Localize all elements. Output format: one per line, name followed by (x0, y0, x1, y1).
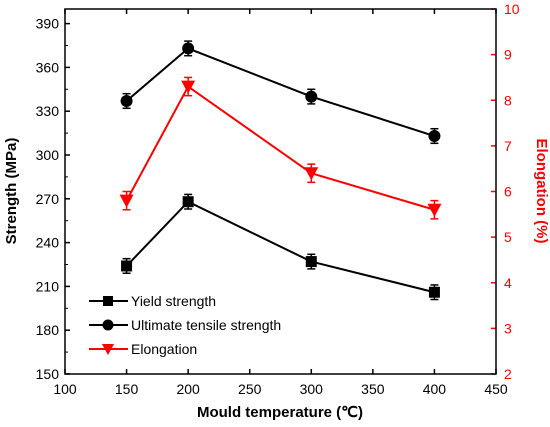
series-line-elongation (125, 85, 435, 211)
legend-label-elongation: Elongation (131, 341, 197, 357)
ticks-layer: 100 150 200 250 300 350 400 4501501802102402703… (36, 1, 520, 397)
x-tick-label: 350 (361, 381, 385, 397)
series-line-ultimate-tensile-strength (125, 47, 435, 137)
y-left-tick-label: 240 (36, 235, 60, 251)
y-left-tick-label: 330 (36, 103, 60, 119)
data-point-elongation (427, 203, 442, 217)
legend-label-yield-strength: Yield strength (131, 293, 216, 309)
y-right-axis-title: Elongation (%) (533, 139, 550, 244)
legend-item-yield-strength: Yield strength (89, 293, 216, 309)
legend: Yield strength Ultimate tensile strength… (89, 293, 281, 357)
y-right-tick-label: 4 (504, 275, 512, 291)
x-tick-label: 450 (484, 381, 508, 397)
y-left-tick-label: 210 (36, 278, 60, 294)
series-layer (119, 40, 442, 301)
y-left-tick-label: 270 (36, 191, 60, 207)
y-left-tick-label: 300 (36, 147, 60, 163)
data-point-elongation (304, 167, 319, 181)
y-right-tick-label: 7 (504, 138, 512, 154)
x-tick-label: 300 (300, 381, 324, 397)
y-right-tick-label: 10 (504, 1, 520, 17)
data-point-elongation (119, 194, 134, 208)
y-right-tick-label: 8 (504, 92, 512, 108)
y-right-tick-label: 5 (504, 229, 512, 245)
data-point-ultimate-tensile-strength (182, 42, 195, 55)
y-left-axis-title: Strength (MPa) (3, 138, 20, 245)
y-left-tick-label: 390 (36, 16, 60, 32)
data-point-ultimate-tensile-strength (428, 130, 441, 143)
x-tick-label: 150 (115, 381, 139, 397)
x-tick-label: 100 (53, 381, 77, 397)
y-left-tick-label: 360 (36, 59, 60, 75)
x-axis-title: Mould temperature (℃) (197, 404, 363, 421)
data-point-yield-strength (305, 256, 317, 268)
plot-frame (64, 8, 497, 375)
x-tick-label: 200 (176, 381, 200, 397)
data-point-ultimate-tensile-strength (305, 90, 318, 103)
y-left-tick-label: 150 (36, 366, 60, 382)
data-point-yield-strength (182, 196, 194, 208)
x-tick-label: 250 (238, 381, 262, 397)
y-right-tick-label: 6 (504, 184, 512, 200)
data-point-ultimate-tensile-strength (120, 94, 133, 107)
y-right-tick-label: 9 (504, 47, 512, 63)
data-point-elongation (181, 80, 196, 94)
data-point-yield-strength (121, 260, 133, 272)
legend-item-elongation: Elongation (89, 341, 197, 357)
data-point-yield-strength (428, 286, 440, 298)
x-tick-label: 400 (423, 381, 447, 397)
legend-label-ultimate-tensile-strength: Ultimate tensile strength (131, 317, 281, 333)
y-left-tick-label: 180 (36, 322, 60, 338)
y-right-tick-label: 2 (504, 366, 512, 382)
series-line-yield-strength (125, 200, 435, 294)
legend-item-ultimate-tensile-strength: Ultimate tensile strength (89, 317, 281, 333)
y-right-tick-label: 3 (504, 320, 512, 336)
